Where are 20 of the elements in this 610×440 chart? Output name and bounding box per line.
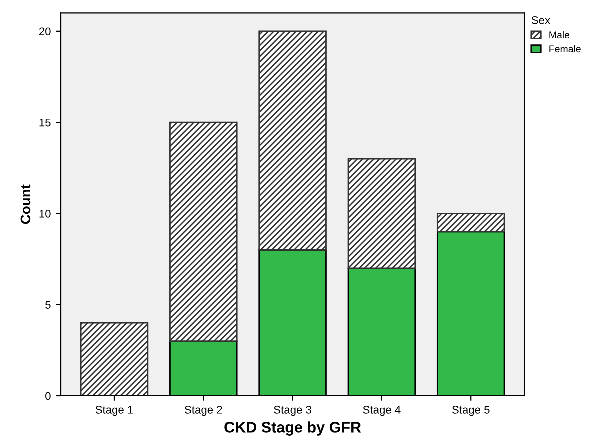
- x-tick-label: Stage 2: [185, 406, 222, 416]
- x-tick-label: Stage 1: [96, 406, 134, 416]
- bar: [348, 158, 416, 270]
- y-tick-label: 10: [40, 210, 51, 218]
- bar: [80, 322, 149, 396]
- bar: [436, 213, 506, 233]
- x-tick-label: Stage 5: [452, 406, 490, 416]
- y-tick-label: 20: [39, 28, 51, 36]
- bar: [170, 122, 238, 342]
- legend-label: Female: [550, 45, 581, 53]
- legend-title: Sex: [532, 16, 550, 24]
- y-axis-title: Count: [20, 184, 31, 224]
- bar: [258, 30, 327, 251]
- y-tick-label: 5: [46, 301, 51, 309]
- y-tick-label: 0: [46, 392, 51, 400]
- x-tick-label: Stage 3: [274, 406, 312, 416]
- y-tick-label: 15: [40, 118, 51, 127]
- x-axis-title: CKD Stage by GFR: [224, 422, 362, 436]
- legend-label: Male: [550, 31, 570, 39]
- x-tick-label: Stage 4: [363, 406, 401, 416]
